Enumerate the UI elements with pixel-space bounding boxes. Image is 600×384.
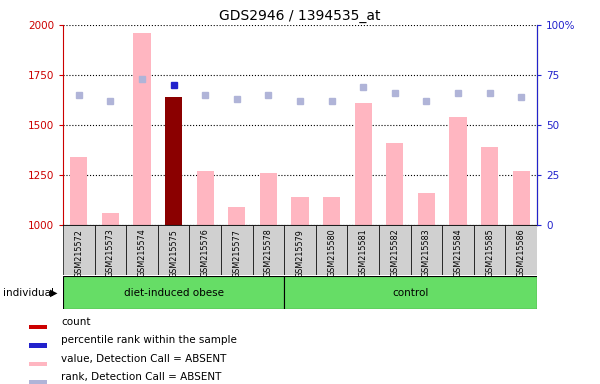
Bar [70, 157, 88, 225]
Bar [474, 225, 505, 275]
Bar [29, 380, 47, 384]
Bar [126, 225, 158, 275]
Text: GSM215578: GSM215578 [264, 228, 273, 277]
Bar [442, 225, 474, 275]
Bar [253, 225, 284, 275]
Bar [133, 33, 151, 225]
Bar [410, 225, 442, 275]
Bar [292, 197, 308, 225]
Text: value, Detection Call = ABSENT: value, Detection Call = ABSENT [61, 354, 226, 364]
Text: GSM215582: GSM215582 [391, 228, 400, 277]
Text: GSM215585: GSM215585 [485, 228, 494, 277]
Bar [158, 225, 190, 275]
Bar [284, 276, 537, 309]
Text: GSM215584: GSM215584 [454, 228, 463, 277]
Text: count: count [61, 317, 91, 327]
Bar [449, 117, 467, 225]
Bar [197, 171, 214, 225]
Bar [355, 103, 372, 225]
Text: diet-induced obese: diet-induced obese [124, 288, 224, 298]
Text: GSM215575: GSM215575 [169, 228, 178, 278]
Bar [221, 225, 253, 275]
Bar [63, 225, 95, 275]
Bar [29, 325, 47, 329]
Text: GSM215586: GSM215586 [517, 228, 526, 277]
Bar [190, 225, 221, 275]
Bar [63, 276, 284, 309]
Bar [29, 344, 47, 348]
Bar [284, 225, 316, 275]
Bar [379, 225, 410, 275]
Text: GSM215580: GSM215580 [327, 228, 336, 277]
Bar [505, 225, 537, 275]
Title: GDS2946 / 1394535_at: GDS2946 / 1394535_at [219, 8, 381, 23]
Bar [316, 225, 347, 275]
Bar [260, 173, 277, 225]
Text: individual: individual [3, 288, 54, 298]
Bar [512, 171, 530, 225]
Text: GSM215573: GSM215573 [106, 228, 115, 277]
Bar [165, 97, 182, 225]
Text: GSM215576: GSM215576 [200, 228, 210, 277]
Text: GSM215572: GSM215572 [74, 228, 83, 278]
Text: percentile rank within the sample: percentile rank within the sample [61, 335, 237, 345]
Bar [386, 143, 403, 225]
Bar [481, 147, 498, 225]
Bar [347, 225, 379, 275]
Text: rank, Detection Call = ABSENT: rank, Detection Call = ABSENT [61, 372, 221, 382]
Text: GSM215581: GSM215581 [359, 228, 368, 277]
Text: ▶: ▶ [50, 288, 58, 298]
Text: GSM215574: GSM215574 [137, 228, 146, 277]
Bar [323, 197, 340, 225]
Bar [95, 225, 126, 275]
Bar [418, 193, 435, 225]
Text: GSM215579: GSM215579 [296, 228, 305, 278]
Text: control: control [392, 288, 429, 298]
Bar [228, 207, 245, 225]
Bar [29, 362, 47, 366]
Text: GSM215577: GSM215577 [232, 228, 241, 278]
Text: GSM215583: GSM215583 [422, 228, 431, 277]
Bar [102, 213, 119, 225]
